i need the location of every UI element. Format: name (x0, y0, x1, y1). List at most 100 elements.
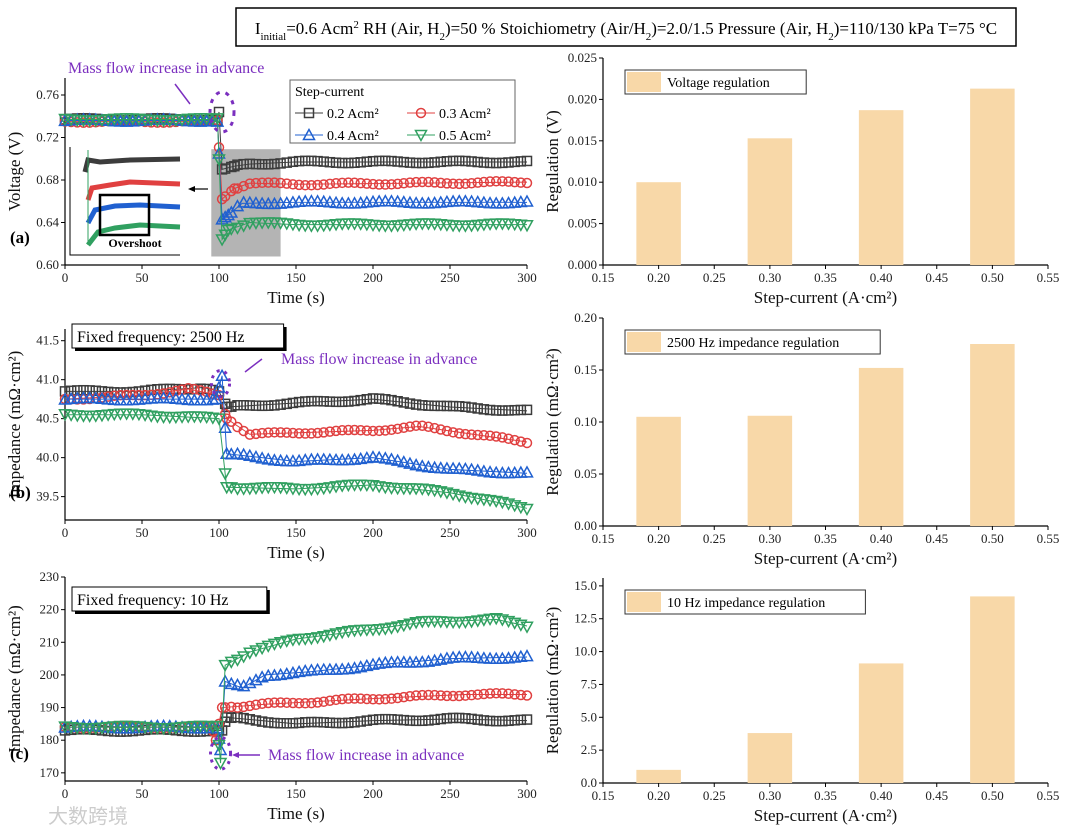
marker-triangle-up (310, 194, 325, 207)
watermark: 大数跨境 (48, 804, 128, 828)
y-tick-label: 0.05 (574, 466, 597, 481)
marker-circle (367, 178, 379, 190)
x-tick-label: 0.15 (592, 270, 615, 285)
marker-square (238, 158, 249, 170)
marker-triangle-up (520, 649, 534, 662)
marker-square (509, 404, 520, 416)
marker-triangle-down (210, 720, 225, 734)
marker-square (386, 155, 397, 167)
marker-triangle-down (520, 621, 534, 634)
marker-triangle-up (458, 461, 473, 475)
marker-triangle-down (218, 659, 232, 673)
marker-square (380, 394, 391, 405)
marker-triangle-down (323, 629, 337, 642)
chart-panel-1: 0 50 100 150 200 250 300 0.60 0.64 0.68 0.72 0.76 Ti… (5, 60, 537, 307)
x-tick-label: 0.25 (703, 531, 726, 546)
marker-square (318, 396, 329, 407)
marker-circle (503, 176, 514, 187)
marker-square (312, 716, 323, 728)
marker-circle (330, 425, 342, 437)
marker-circle (312, 427, 323, 439)
marker-triangle-up (520, 465, 534, 478)
marker-triangle-up (409, 458, 423, 471)
marker-triangle-up (403, 456, 417, 469)
annotation-circle (210, 369, 232, 399)
marker-square (330, 396, 342, 408)
marker-circle (349, 177, 360, 189)
marker-triangle-up (464, 194, 479, 207)
marker-circle (509, 434, 520, 446)
marker-triangle-up (175, 392, 189, 405)
x-tick-label: 50 (136, 525, 149, 540)
marker-triangle-down (101, 114, 115, 127)
marker-square (490, 157, 502, 169)
marker-triangle-down (213, 757, 228, 771)
marker-square (269, 158, 280, 170)
marker-circle (373, 425, 385, 437)
x-tick-label: 0.45 (925, 270, 948, 285)
marker-circle (484, 176, 496, 187)
marker-circle (398, 691, 410, 703)
panel-label: (c) (10, 744, 29, 763)
y-tick-label: 0.60 (36, 257, 59, 272)
marker-square (349, 717, 360, 728)
marker-triangle-down (477, 614, 491, 627)
x-tick-label: 0.50 (981, 788, 1004, 803)
marker-triangle-down (249, 645, 263, 658)
marker-circle (423, 176, 434, 188)
marker-square (447, 712, 459, 724)
marker-triangle-down (304, 633, 319, 646)
marker-circle (521, 177, 533, 189)
marker-triangle-up (89, 391, 103, 404)
marker-triangle-down (101, 409, 115, 422)
marker-square (472, 403, 483, 414)
marker-circle (515, 177, 527, 188)
marker-square (521, 714, 533, 725)
x-tick-label: 0.30 (759, 788, 782, 803)
marker-square (343, 157, 354, 169)
x-tick-label: 0.40 (870, 270, 893, 285)
marker-triangle-down (520, 220, 534, 233)
marker-triangle-down (414, 129, 428, 143)
marker-square (324, 396, 336, 407)
marker-circle (324, 178, 336, 190)
marker-square (250, 400, 262, 411)
marker-circle (349, 693, 360, 704)
marker-circle (460, 428, 471, 440)
y-tick-label: 40.0 (36, 450, 59, 465)
legend-box (624, 589, 866, 615)
marker-circle (521, 690, 533, 701)
marker-circle (435, 690, 447, 701)
marker-triangle-down (390, 621, 405, 634)
marker-square (238, 712, 249, 724)
marker-circle (216, 193, 228, 205)
marker-square (423, 400, 434, 411)
marker-circle (201, 386, 212, 398)
marker-triangle-up (470, 195, 485, 208)
marker-triangle-down (403, 618, 417, 631)
marker-triangle-down (230, 654, 245, 667)
marker-circle (355, 693, 366, 704)
marker-triangle-up (384, 452, 399, 465)
marker-circle (164, 387, 175, 398)
marker-square (521, 404, 533, 416)
chart-panel-2: 0.15 0.20 0.25 0.30 0.35 0.40 0.45 0.50 0.55 0.00… (543, 50, 1059, 307)
header-part: 2 (439, 31, 445, 43)
marker-circle (269, 427, 280, 438)
y-tick-label: 10.0 (574, 644, 597, 659)
marker-triangle-up (224, 676, 239, 690)
marker-circle (490, 431, 502, 442)
marker-square (373, 714, 385, 725)
y-axis-label: Regulation (mΩ·cm²) (543, 348, 562, 496)
x-axis-label: Time (s) (267, 543, 324, 562)
marker-square (429, 157, 440, 168)
x-tick-label: 150 (286, 525, 306, 540)
marker-circle (299, 179, 311, 191)
marker-circle (410, 176, 422, 188)
marker-square (232, 159, 243, 170)
marker-triangle-up (230, 199, 245, 212)
x-axis-label: Time (s) (267, 804, 324, 823)
marker-circle (404, 421, 416, 432)
marker-circle (392, 178, 403, 190)
marker-square (435, 713, 447, 725)
